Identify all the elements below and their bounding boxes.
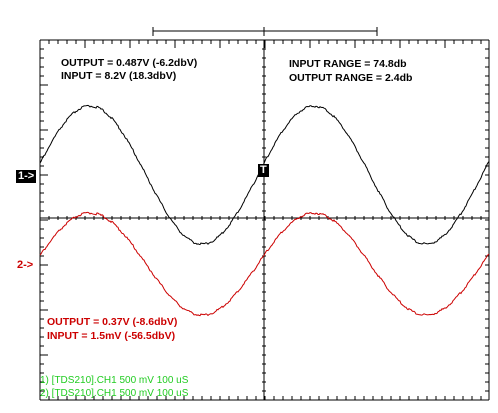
output-range-readout: OUTPUT RANGE = 2.4db [289, 72, 413, 84]
ch2-waveform-trace [39, 211, 490, 317]
ch2-input-readout: INPUT = 1.5mV (-56.5dbV) [47, 330, 176, 342]
ch2-output-readout: OUTPUT = 0.37V (-8.6dbV) [47, 316, 178, 328]
ch2-settings-footer: 2) [TDS210].CH1 500 mV 100 uS [40, 388, 189, 399]
ch2-ground-marker[interactable]: 2-> [17, 259, 34, 271]
input-range-readout: INPUT RANGE = 74.8db [289, 58, 407, 70]
graticule-grid [39, 39, 490, 401]
ch1-input-readout: INPUT = 8.2V (18.3dbV) [61, 70, 177, 82]
trigger-marker[interactable]: T [258, 164, 269, 177]
trigger-position-bracket [152, 27, 378, 36]
ch1-waveform-trace [39, 104, 490, 246]
ch1-ground-marker[interactable]: 1-> [16, 170, 37, 183]
ch1-output-readout: OUTPUT = 0.487V (-6.2dbV) [61, 57, 198, 69]
ch1-settings-footer: 1) [TDS210].CH1 500 mV 100 uS [40, 375, 189, 386]
